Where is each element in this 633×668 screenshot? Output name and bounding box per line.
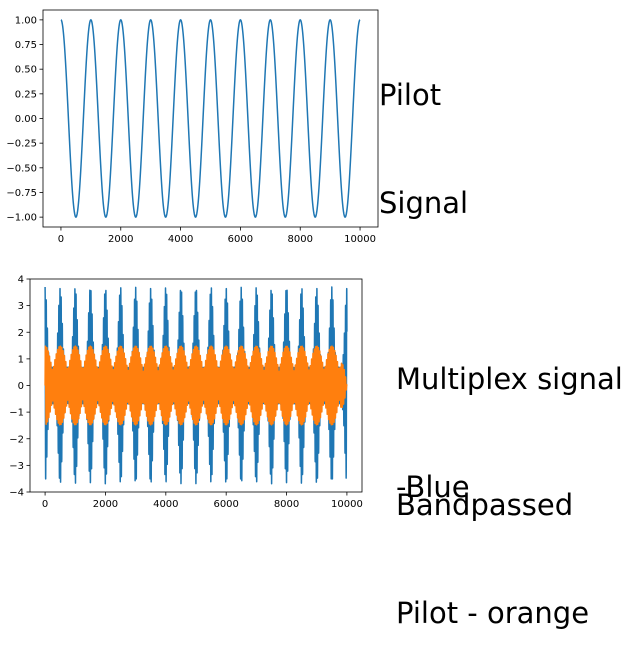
- bandpassed-series-orange: [44, 345, 348, 426]
- multiplex-annotation-line1: Multiplex signal: [396, 361, 623, 396]
- x-tick-label: 2000: [93, 499, 118, 510]
- bandpassed-line: [44, 345, 348, 426]
- multiplex-chart: 0 2000 4000 6000 8000 10000 −4 −3 −2 −1 0 1 2 3 4: [9, 275, 363, 511]
- pilot-annotation-line2: Signal: [379, 186, 469, 221]
- x-tick-label: 4000: [153, 499, 178, 510]
- y-tick-label: −3: [9, 461, 24, 472]
- x-tick-label: 2000: [108, 234, 133, 245]
- multiplex-annotation-line2: -Blue: [396, 470, 470, 505]
- y-tick-label: 0: [18, 381, 24, 392]
- x-tick-label: 10000: [331, 499, 363, 510]
- pilot-plot-area: [42, 9, 379, 228]
- x-tick-label: 8000: [274, 499, 299, 510]
- x-tick-label: 6000: [228, 234, 253, 245]
- y-tick-label: 1.00: [15, 15, 37, 26]
- bandpass-annotation: Bandpassed Pilot - orange: [396, 414, 589, 668]
- y-tick-label: 0.25: [15, 89, 37, 100]
- x-tick-label: 8000: [288, 234, 313, 245]
- pilot-line: [60, 19, 361, 218]
- y-tick-label: 2: [18, 328, 24, 339]
- x-tick-label: 0: [58, 234, 64, 245]
- y-tick-label: 1: [18, 354, 24, 365]
- y-tick-label: −1: [9, 408, 24, 419]
- pilot-ticks: 0 2000 4000 6000 8000 10000 −1.00 −0.75 −0.50 −0.…: [6, 15, 376, 245]
- pilot-annotation: Pilot Signal: [379, 4, 468, 258]
- bandpass-annotation-line2: Pilot - orange: [396, 596, 590, 631]
- y-tick-label: −1.00: [6, 213, 37, 224]
- y-tick-label: 0.00: [15, 114, 37, 125]
- y-tick-label: 4: [18, 275, 24, 286]
- pilot-series: [60, 19, 361, 218]
- x-tick-label: 6000: [213, 499, 238, 510]
- pilot-annotation-line1: Pilot: [379, 77, 442, 112]
- x-tick-label: 0: [42, 499, 48, 510]
- y-tick-label: −4: [9, 488, 24, 499]
- y-tick-label: 0.75: [15, 40, 37, 51]
- y-tick-label: 0.50: [15, 65, 37, 76]
- multiplex-annotation: Multiplex signal -Blue: [396, 288, 623, 542]
- y-tick-label: 3: [18, 301, 24, 312]
- figure: 0 2000 4000 6000 8000 10000 −1.00 −0.75 −0.50 −0.…: [6, 9, 379, 511]
- y-tick-label: −0.75: [6, 188, 37, 199]
- multiplex-ticks: 0 2000 4000 6000 8000 10000 −4 −3 −2 −1 0 1 2 3 4: [9, 275, 363, 511]
- y-tick-label: −0.25: [6, 139, 37, 150]
- x-tick-label: 10000: [344, 234, 376, 245]
- x-tick-label: 4000: [168, 234, 193, 245]
- pilot-chart: 0 2000 4000 6000 8000 10000 −1.00 −0.75 −0.50 −0.…: [6, 9, 379, 245]
- bandpass-annotation-line1: Bandpassed: [396, 487, 574, 522]
- y-tick-label: −0.50: [6, 163, 37, 174]
- y-tick-label: −2: [9, 434, 24, 445]
